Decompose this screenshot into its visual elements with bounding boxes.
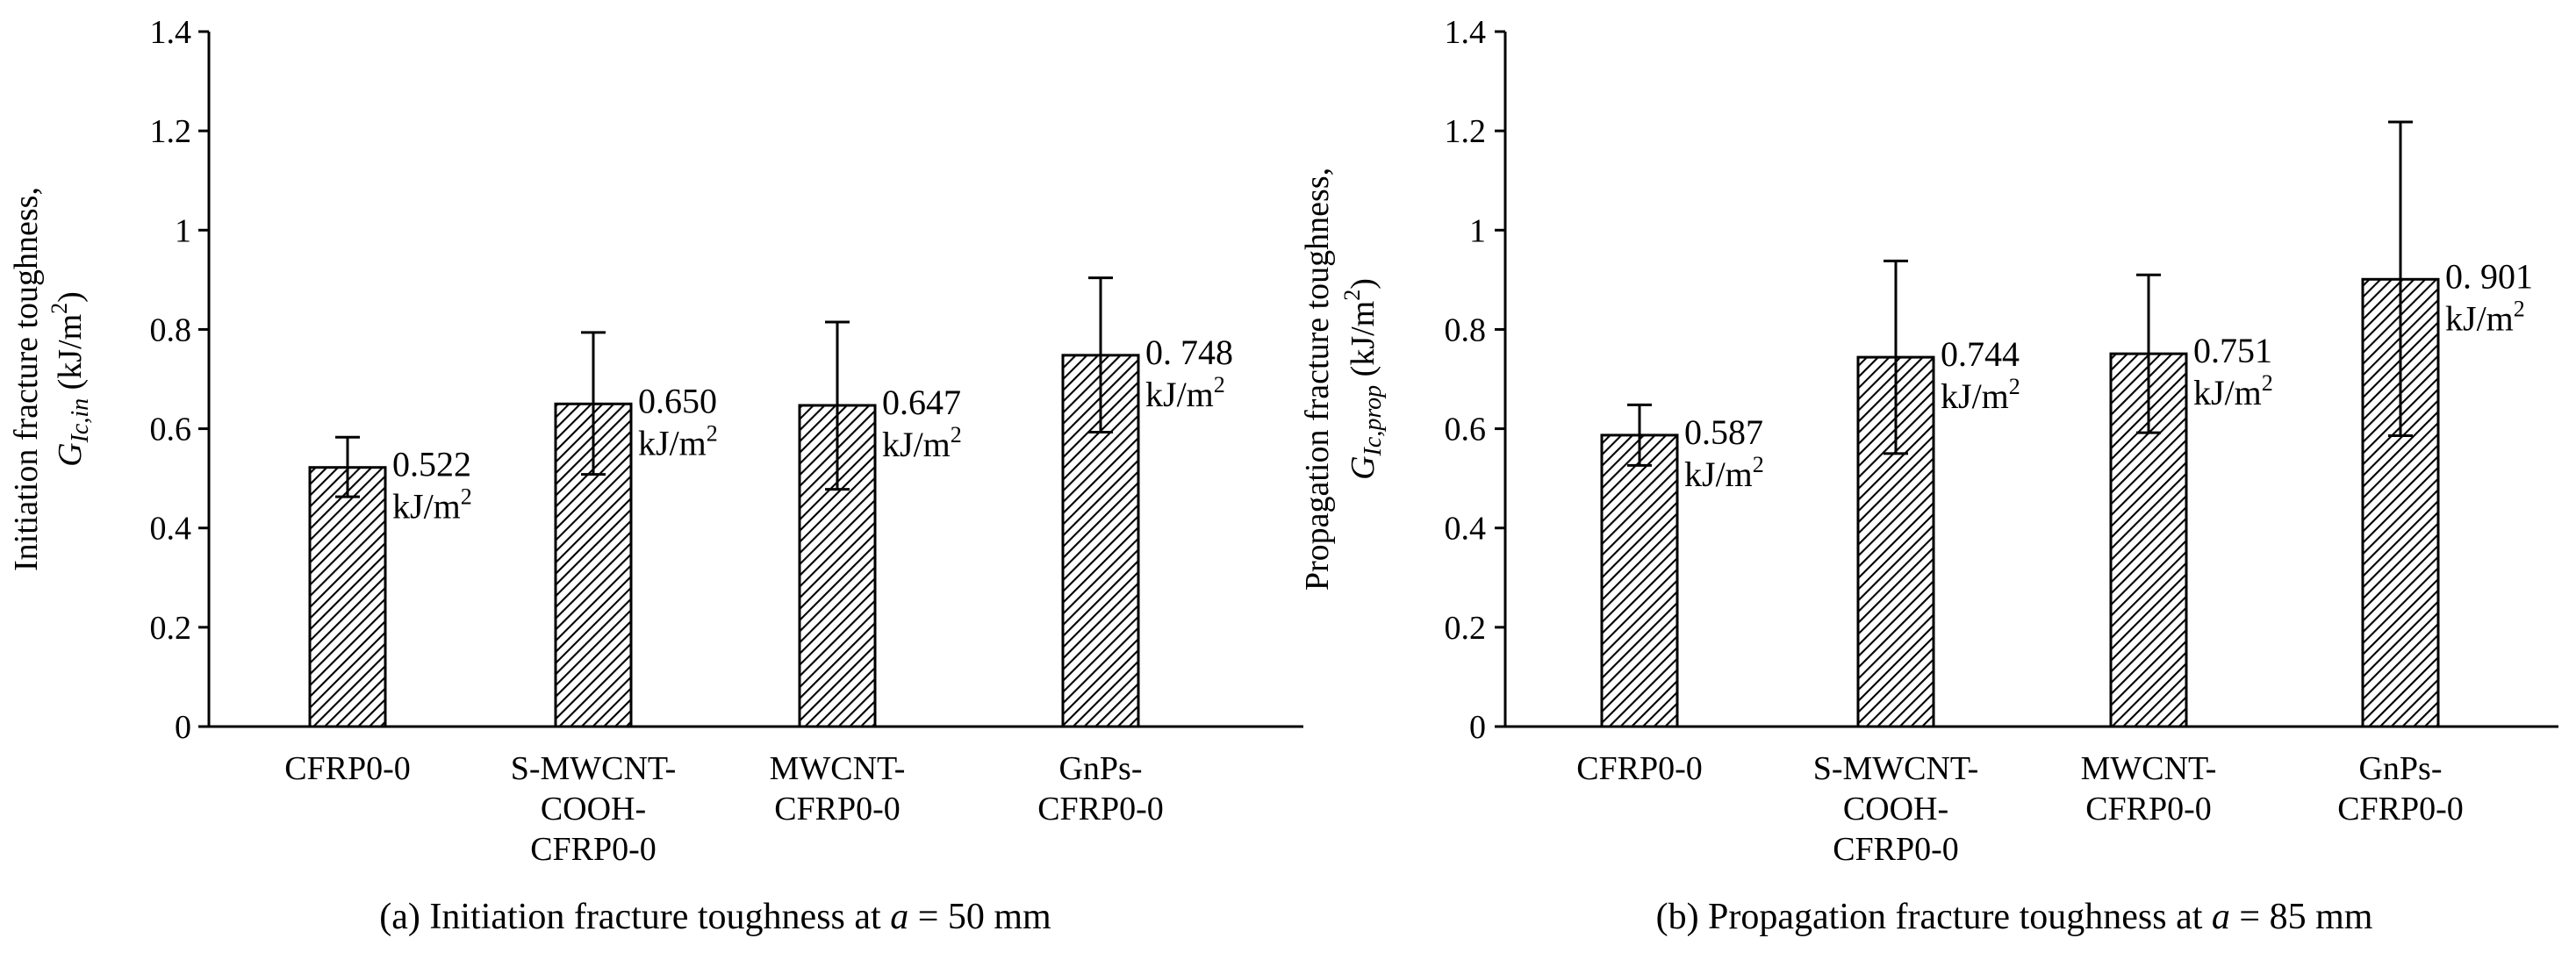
chart-panel-b: 00.20.40.60.811.21.40.587kJ/m2CFRP0-00.7…	[1299, 14, 2558, 937]
data-label-value-4: 0. 901	[2445, 256, 2533, 296]
data-label-unit-3: kJ/m2	[882, 422, 962, 464]
data-label-unit-4: kJ/m2	[1145, 372, 1225, 414]
data-label-unit-1: kJ/m2	[1684, 452, 1764, 494]
data-label-unit-2: kJ/m2	[1941, 374, 2020, 416]
category-label-2: S-MWCNT-COOH-CFRP0-0	[511, 750, 677, 868]
category-label-3: MWCNT-CFRP0-0	[2081, 750, 2217, 827]
data-label-unit-2: kJ/m2	[638, 420, 718, 462]
y-axis-title-line2: GIc,prop (kJ/m2)	[1339, 278, 1387, 480]
bar-2	[554, 402, 633, 728]
chart-panel-a: 00.20.40.60.811.21.40.522kJ/m2CFRP0-00.6…	[8, 14, 1303, 937]
y-axis-title-line1: Propagation fracture toughness,	[1299, 168, 1336, 591]
data-label-value-2: 0.744	[1941, 334, 2020, 374]
y-tick-label: 1.4	[150, 14, 192, 51]
y-tick-label: 1	[1469, 212, 1486, 249]
y-tick-label: 0.6	[150, 412, 192, 448]
y-axis-title-line1: Initiation fracture toughness,	[8, 187, 45, 571]
y-tick-label: 0.4	[1445, 511, 1487, 548]
y-tick-label: 0	[175, 709, 191, 746]
data-label-value-3: 0.647	[882, 383, 961, 422]
y-tick-label: 1	[175, 212, 191, 249]
y-tick-label: 0.2	[150, 610, 192, 647]
data-label-value-2: 0.650	[638, 381, 717, 420]
bar-1	[308, 466, 387, 728]
data-label-unit-1: kJ/m2	[392, 484, 472, 526]
data-label-unit-3: kJ/m2	[2193, 370, 2273, 412]
data-label-value-3: 0.751	[2193, 331, 2272, 370]
category-label-1: CFRP0-0	[284, 750, 411, 787]
y-tick-label: 0.4	[150, 511, 192, 548]
category-label-4: GnPs-CFRP0-0	[1037, 750, 1164, 827]
data-label-value-1: 0.587	[1684, 412, 1763, 452]
chart-caption-b: (b) Propagation fracture toughness at a …	[1656, 897, 2373, 937]
y-tick-label: 1.2	[1445, 113, 1487, 150]
category-label-1: CFRP0-0	[1576, 750, 1703, 787]
category-label-4: GnPs-CFRP0-0	[2337, 750, 2464, 827]
bar-1	[1600, 433, 1679, 728]
y-tick-label: 0.2	[1445, 610, 1487, 647]
y-tick-label: 1.4	[1445, 14, 1487, 51]
category-label-2: S-MWCNT-COOH-CFRP0-0	[1813, 750, 1979, 868]
y-tick-label: 1.2	[150, 113, 192, 150]
data-label-value-4: 0. 748	[1145, 333, 1233, 372]
y-tick-label: 0.6	[1445, 412, 1487, 448]
y-tick-label: 0	[1469, 709, 1486, 746]
y-tick-label: 0.8	[1445, 312, 1487, 348]
data-label-unit-4: kJ/m2	[2445, 296, 2525, 338]
category-label-3: MWCNT-CFRP0-0	[770, 750, 906, 827]
y-tick-label: 0.8	[150, 312, 192, 348]
y-axis-title-line2: GIc,in (kJ/m2)	[47, 291, 94, 467]
chart-caption-a: (a) Initiation fracture toughness at a =…	[379, 897, 1051, 937]
data-label-value-1: 0.522	[392, 445, 471, 484]
